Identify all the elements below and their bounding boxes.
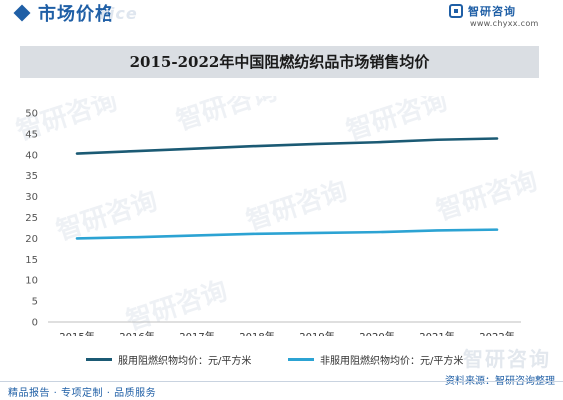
x-tick-label: 2017年 [179, 330, 214, 336]
y-tick-label: 45 [25, 129, 38, 140]
y-tick-label: 10 [25, 276, 38, 287]
series-layer [75, 137, 499, 240]
brand-logo-icon [449, 4, 463, 18]
series-line-1 [75, 228, 499, 240]
footer-divider [0, 381, 563, 382]
source-note: 资料来源：智研咨询整理 [445, 372, 555, 387]
x-tick-label: 2016年 [119, 330, 154, 336]
legend-label-apparel: 服用阻燃织物均价：元/平方米 [118, 356, 252, 367]
y-tick-label: 25 [25, 213, 38, 224]
footer-tagline: 精品报告 · 专项定制 · 品质服务 [8, 388, 157, 399]
watermark-text: 智研咨询 [173, 96, 282, 137]
x-tick-label: 2019年 [299, 330, 334, 336]
x-tick-label: 2015年 [59, 330, 94, 336]
x-tick-label: 2020年 [359, 330, 394, 336]
y-tick-label: 30 [25, 192, 38, 203]
y-tick-label: 20 [25, 234, 38, 245]
brand-url: www.chyxx.com [470, 19, 539, 28]
chart-title-bar: 2015-2022年中国阻燃纺织品市场销售均价 [20, 46, 539, 78]
y-tick-label: 35 [25, 171, 38, 182]
legend-label-non-apparel: 非服用阻燃织物均价：元/平方米 [320, 356, 464, 367]
brand-block: 智研咨询 www.chyxx.com [449, 3, 549, 33]
watermark-text: 智研咨询 [123, 275, 232, 336]
y-tick-label: 50 [25, 109, 38, 120]
axis-layer: 0 5 10 15 20 25 30 35 40 45 50 2015年 2016年 2017年 2018年… [25, 109, 521, 336]
diamond-icon [13, 4, 31, 22]
footer-watermark: 智研咨询 [463, 347, 551, 371]
y-tick-label: 5 [32, 297, 38, 308]
y-tick-label: 15 [25, 255, 38, 266]
y-tick-label: 0 [32, 318, 38, 329]
legend-swatch-apparel [86, 358, 112, 361]
watermark-text: 智研咨询 [433, 165, 542, 227]
watermark-text: 智研咨询 [243, 175, 352, 237]
page-header: 市场价格 rice 智研咨询 www.chyxx.com [0, 0, 563, 34]
legend: 服用阻燃织物均价：元/平方米 非服用阻燃织物均价：元/平方米 [0, 350, 563, 370]
legend-swatch-non-apparel [288, 358, 314, 361]
x-tick-label: 2021年 [419, 330, 454, 336]
x-tick-label: 2022年 [479, 330, 514, 336]
brand-name: 智研咨询 [468, 5, 516, 18]
y-tick-label: 40 [25, 150, 38, 161]
section-title: 市场价格 [38, 4, 114, 25]
chart-title: 2015-2022年中国阻燃纺织品市场销售均价 [129, 53, 430, 71]
x-tick-label: 2018年 [239, 330, 274, 336]
header-watermark: rice [100, 4, 138, 23]
series-line-0 [75, 137, 499, 155]
